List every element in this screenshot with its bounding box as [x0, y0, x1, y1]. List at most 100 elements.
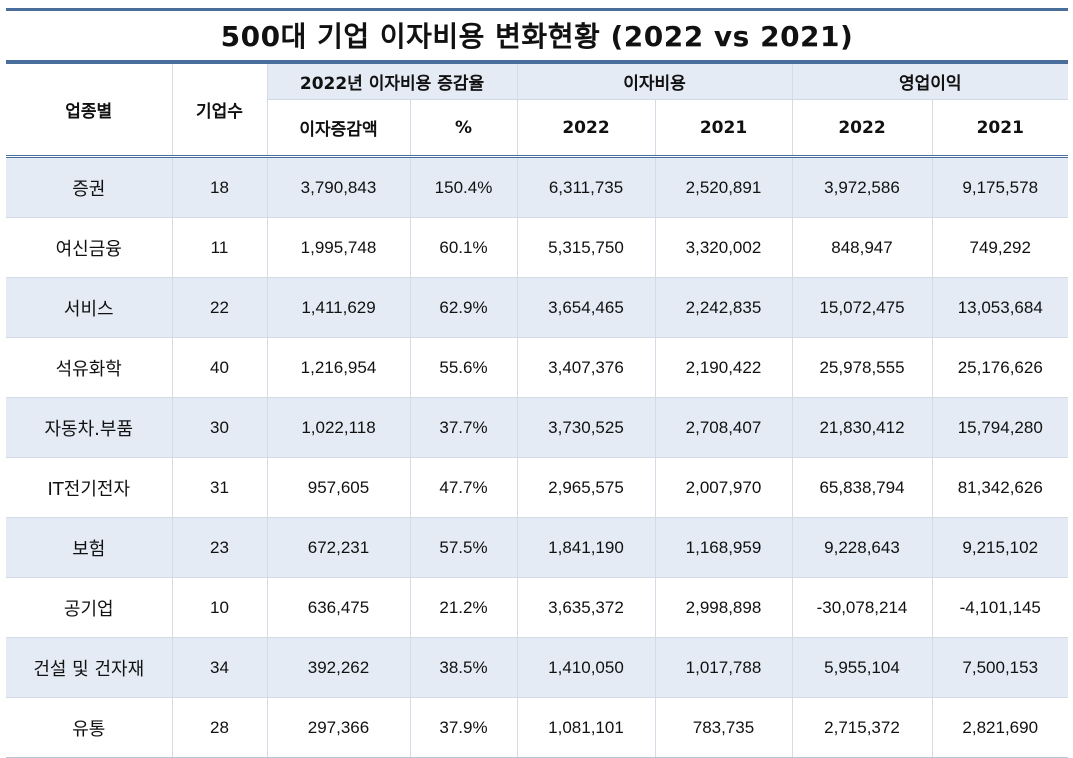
- cell-increase: 3,790,843: [267, 156, 411, 218]
- cell-interest-2022: 3,407,376: [517, 337, 656, 398]
- title-rule: [6, 60, 1068, 64]
- header-company-count: 기업수: [172, 64, 268, 158]
- cell-profit-2021: 9,215,102: [932, 517, 1068, 578]
- cell-increase: 1,995,748: [267, 217, 411, 278]
- cell-profit-2021: 15,794,280: [932, 397, 1068, 458]
- cell-interest-2021: 783,735: [655, 697, 793, 758]
- header-interest-2022: 2022: [517, 99, 656, 158]
- cell-increase: 636,475: [267, 577, 411, 638]
- cell-profit-2021: 7,500,153: [932, 637, 1068, 698]
- cell-percent: 37.7%: [410, 397, 518, 458]
- cell-count: 40: [172, 337, 268, 398]
- cell-increase: 672,231: [267, 517, 411, 578]
- table-row: 서비스 22 1,411,629 62.9% 3,654,465 2,242,8…: [6, 277, 1068, 338]
- cell-increase: 1,411,629: [267, 277, 411, 338]
- header-group-operating-profit: 영업이익: [792, 64, 1068, 100]
- cell-sector: IT전기전자: [6, 457, 173, 518]
- interest-expense-table: 업종별 기업수 2022년 이자비용 증감율 이자비용 영업이익 이자증감액 %…: [6, 64, 1068, 758]
- cell-sector: 공기업: [6, 577, 173, 638]
- cell-profit-2021: 2,821,690: [932, 697, 1068, 758]
- cell-interest-2022: 1,841,190: [517, 517, 656, 578]
- cell-profit-2021: -4,101,145: [932, 577, 1068, 638]
- cell-profit-2022: 25,978,555: [792, 337, 933, 398]
- cell-interest-2021: 2,007,970: [655, 457, 793, 518]
- cell-profit-2021: 749,292: [932, 217, 1068, 278]
- header-interest-2021: 2021: [655, 99, 793, 158]
- cell-percent: 47.7%: [410, 457, 518, 518]
- header-sector: 업종별: [6, 64, 173, 158]
- table-row: 석유화학 40 1,216,954 55.6% 3,407,376 2,190,…: [6, 337, 1068, 398]
- cell-sector: 여신금융: [6, 217, 173, 278]
- cell-interest-2021: 2,190,422: [655, 337, 793, 398]
- table-row: 자동차.부품 30 1,022,118 37.7% 3,730,525 2,70…: [6, 397, 1068, 458]
- top-rule: [6, 8, 1068, 11]
- cell-count: 34: [172, 637, 268, 698]
- cell-sector: 보험: [6, 517, 173, 578]
- cell-increase: 957,605: [267, 457, 411, 518]
- table-row: 증권 18 3,790,843 150.4% 6,311,735 2,520,8…: [6, 156, 1068, 218]
- cell-interest-2021: 2,708,407: [655, 397, 793, 458]
- cell-interest-2021: 1,168,959: [655, 517, 793, 578]
- table-row: 유통 28 297,366 37.9% 1,081,101 783,735 2,…: [6, 697, 1068, 758]
- cell-interest-2022: 5,315,750: [517, 217, 656, 278]
- cell-interest-2021: 2,242,835: [655, 277, 793, 338]
- cell-percent: 57.5%: [410, 517, 518, 578]
- cell-profit-2022: 9,228,643: [792, 517, 933, 578]
- table-row: 공기업 10 636,475 21.2% 3,635,372 2,998,898…: [6, 577, 1068, 638]
- cell-sector: 건설 및 건자재: [6, 637, 173, 698]
- cell-interest-2021: 3,320,002: [655, 217, 793, 278]
- header-percent: %: [410, 99, 518, 158]
- cell-interest-2022: 2,965,575: [517, 457, 656, 518]
- cell-percent: 38.5%: [410, 637, 518, 698]
- cell-interest-2021: 1,017,788: [655, 637, 793, 698]
- cell-count: 11: [172, 217, 268, 278]
- cell-profit-2022: 21,830,412: [792, 397, 933, 458]
- page-title: 500대 기업 이자비용 변화현황 (2022 vs 2021): [220, 20, 854, 53]
- table-header: 업종별 기업수 2022년 이자비용 증감율 이자비용 영업이익 이자증감액 %…: [6, 64, 1068, 158]
- cell-percent: 55.6%: [410, 337, 518, 398]
- cell-increase: 1,216,954: [267, 337, 411, 398]
- table-row: 여신금융 11 1,995,748 60.1% 5,315,750 3,320,…: [6, 217, 1068, 278]
- cell-count: 10: [172, 577, 268, 638]
- cell-percent: 150.4%: [410, 156, 518, 218]
- cell-interest-2021: 2,520,891: [655, 156, 793, 218]
- cell-sector: 증권: [6, 156, 173, 218]
- cell-count: 22: [172, 277, 268, 338]
- table-row: IT전기전자 31 957,605 47.7% 2,965,575 2,007,…: [6, 457, 1068, 518]
- table-body: 증권 18 3,790,843 150.4% 6,311,735 2,520,8…: [6, 156, 1068, 758]
- cell-profit-2021: 25,176,626: [932, 337, 1068, 398]
- cell-percent: 21.2%: [410, 577, 518, 638]
- cell-interest-2022: 3,654,465: [517, 277, 656, 338]
- header-profit-2022: 2022: [792, 99, 933, 158]
- cell-interest-2022: 3,635,372: [517, 577, 656, 638]
- cell-profit-2022: 65,838,794: [792, 457, 933, 518]
- header-interest-increase: 이자증감액: [267, 99, 411, 158]
- cell-interest-2022: 3,730,525: [517, 397, 656, 458]
- cell-count: 23: [172, 517, 268, 578]
- header-group-interest-expense: 이자비용: [517, 64, 793, 100]
- cell-count: 30: [172, 397, 268, 458]
- cell-increase: 392,262: [267, 637, 411, 698]
- cell-interest-2022: 1,081,101: [517, 697, 656, 758]
- cell-profit-2022: 5,955,104: [792, 637, 933, 698]
- cell-profit-2021: 9,175,578: [932, 156, 1068, 218]
- cell-sector: 석유화학: [6, 337, 173, 398]
- cell-profit-2022: 15,072,475: [792, 277, 933, 338]
- cell-count: 28: [172, 697, 268, 758]
- cell-sector: 서비스: [6, 277, 173, 338]
- cell-profit-2021: 81,342,626: [932, 457, 1068, 518]
- cell-percent: 62.9%: [410, 277, 518, 338]
- cell-sector: 유통: [6, 697, 173, 758]
- header-profit-2021: 2021: [932, 99, 1068, 158]
- cell-profit-2022: 848,947: [792, 217, 933, 278]
- cell-profit-2022: 2,715,372: [792, 697, 933, 758]
- cell-increase: 297,366: [267, 697, 411, 758]
- cell-percent: 60.1%: [410, 217, 518, 278]
- header-group-change-rate: 2022년 이자비용 증감율: [267, 64, 518, 100]
- cell-count: 18: [172, 156, 268, 218]
- cell-profit-2022: -30,078,214: [792, 577, 933, 638]
- cell-interest-2022: 6,311,735: [517, 156, 656, 218]
- table-row: 건설 및 건자재 34 392,262 38.5% 1,410,050 1,01…: [6, 637, 1068, 698]
- cell-sector: 자동차.부품: [6, 397, 173, 458]
